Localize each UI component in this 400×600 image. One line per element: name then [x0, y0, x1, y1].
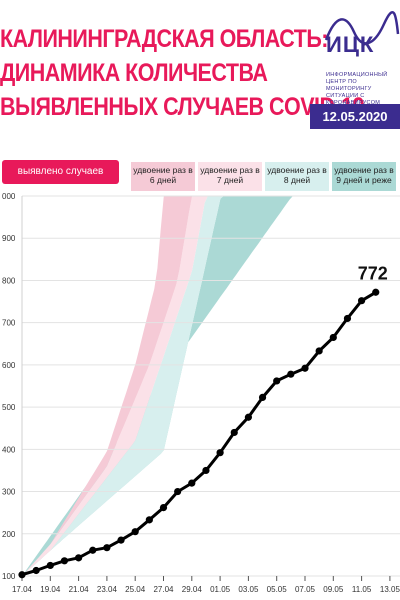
y-tick-label: 300 — [2, 488, 16, 497]
x-tick-label: 05.05 — [267, 585, 288, 594]
logo-subtitle: ИНФОРМАЦИОННЫЙ ЦЕНТР ПО МОНИТОРИНГУ СИТУ… — [326, 72, 388, 106]
x-tick-label: 11.05 — [352, 585, 372, 594]
data-point — [145, 516, 153, 524]
y-tick-label: 700 — [2, 319, 16, 328]
data-point — [258, 393, 267, 401]
x-tick-label: 13.05 — [380, 585, 400, 594]
cases-line — [21, 291, 377, 577]
y-tick-label: 400 — [2, 445, 16, 454]
data-point — [89, 546, 97, 554]
data-point — [343, 314, 352, 323]
x-tick-label: 23.04 — [97, 585, 118, 594]
data-point — [315, 347, 323, 355]
y-tick-label: 500 — [2, 403, 16, 412]
data-point — [188, 479, 196, 487]
x-tick-label: 03.05 — [238, 585, 259, 594]
data-point — [244, 413, 252, 421]
grid-lines — [21, 195, 400, 577]
x-tick-label: 29.04 — [182, 585, 203, 594]
title-line-3: ВЫЯВЛЕННЫХ СЛУЧАЕВ COVID-19 — [0, 93, 365, 121]
y-axis-ticks: 100 200 300 400 500 600 700 800 900 000 — [2, 192, 16, 581]
band-doubling-7-days — [22, 196, 400, 576]
doubling-bands — [22, 196, 400, 576]
y-tick-label: 900 — [2, 234, 16, 243]
last-value-label: 772 — [358, 263, 388, 283]
data-point — [60, 557, 69, 565]
data-point — [230, 428, 238, 437]
data-point — [18, 571, 26, 579]
x-tick-label: 21.04 — [69, 585, 90, 594]
y-tick-label: 000 — [2, 192, 16, 201]
x-axis-ticks: 17.04 19.04 21.04 23.04 25.04 27.04 29.04 01.05… — [12, 576, 400, 594]
data-point — [202, 466, 210, 475]
legend-detected-cases: выявлено случаев — [2, 160, 119, 184]
data-point — [329, 333, 337, 342]
legend-doubling-9-days: удвоение раз в 9 дней и реже — [332, 162, 396, 191]
legend-doubling-7-days: удвоение раз в 7 дней — [198, 162, 262, 191]
y-tick-label: 200 — [2, 530, 16, 539]
title-line-1: КАЛИНИНГРАДСКАЯ ОБЛАСТЬ: — [0, 25, 328, 53]
y-tick-label: 600 — [2, 361, 16, 370]
x-tick-label: 09.05 — [323, 585, 344, 594]
data-point — [358, 297, 366, 305]
x-tick-label: 01.05 — [210, 585, 231, 594]
data-point — [174, 487, 182, 496]
y-tick-label: 800 — [2, 276, 16, 285]
title-line-2: ДИНАМИКА КОЛИЧЕСТВА — [0, 59, 268, 87]
data-point — [159, 504, 168, 512]
band-doubling-8-days — [22, 196, 400, 576]
data-point — [372, 288, 380, 296]
data-point — [46, 561, 54, 570]
data-point — [301, 364, 309, 372]
legend-doubling-6-days: удвоение раз в 6 дней — [131, 162, 195, 191]
data-point — [273, 377, 281, 385]
logo-wave-icon — [324, 10, 400, 45]
date-badge: 12.05.2020 — [310, 104, 400, 129]
x-tick-label: 25.04 — [125, 585, 146, 594]
data-point — [103, 544, 111, 552]
data-point — [287, 370, 295, 378]
data-point — [32, 566, 40, 575]
annotations: 772 — [358, 263, 388, 283]
x-tick-label: 27.04 — [153, 585, 174, 594]
y-tick-label: 100 — [2, 572, 16, 581]
logo-name: ИЦК — [326, 32, 375, 57]
x-tick-label: 07.05 — [295, 585, 316, 594]
x-tick-label: 17.04 — [12, 585, 33, 594]
cases-series — [18, 288, 380, 579]
x-tick-label: 19.04 — [40, 585, 61, 594]
data-point — [117, 536, 125, 544]
data-point — [216, 449, 224, 457]
data-point — [131, 528, 139, 536]
legend-doubling-8-days: удвоение раз в 8 дней — [265, 162, 329, 191]
data-point — [75, 554, 83, 562]
